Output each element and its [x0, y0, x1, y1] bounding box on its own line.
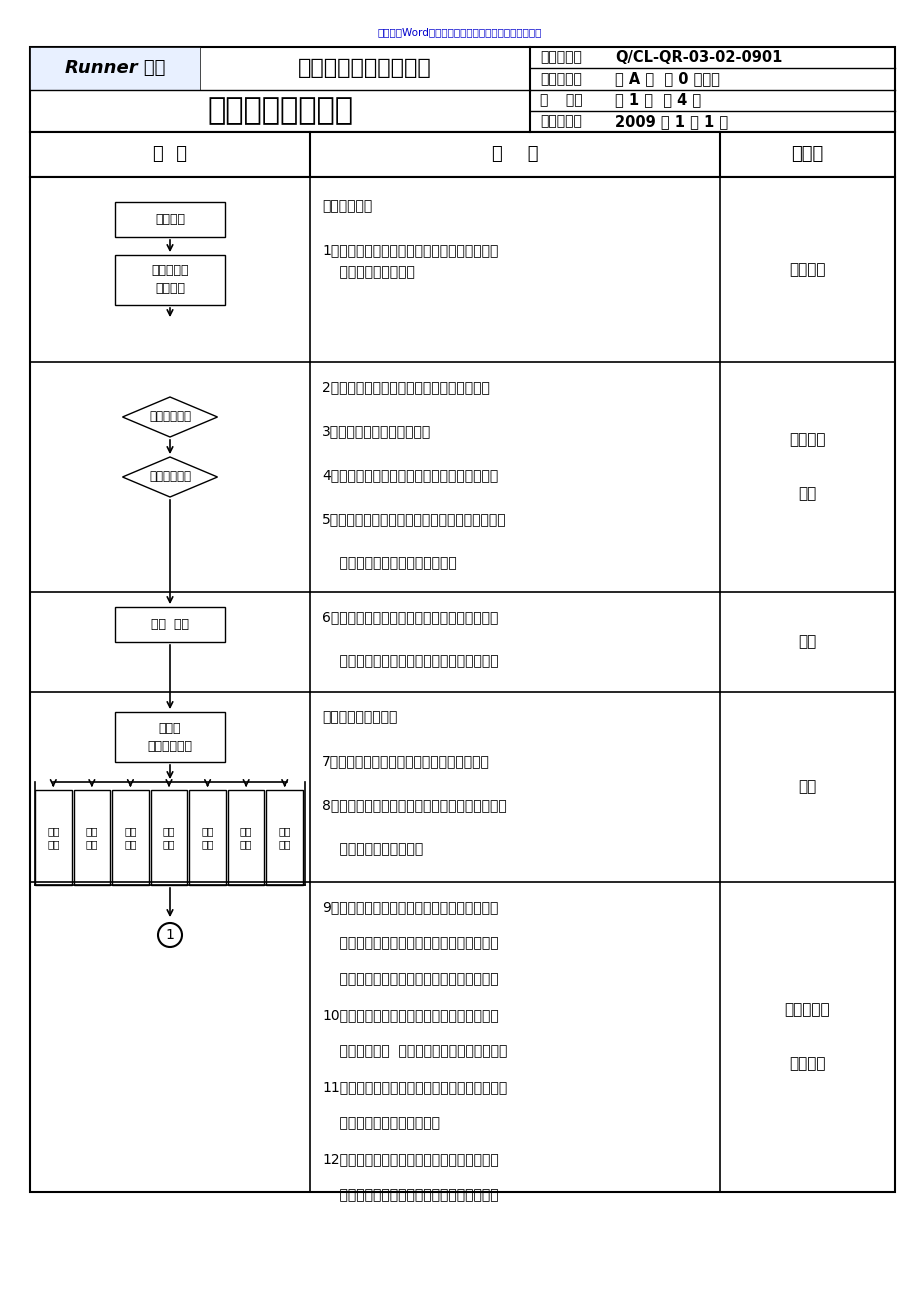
Text: 和解决生产中出现的问题，直至项目完成；: 和解决生产中出现的问题，直至项目完成；: [322, 654, 498, 668]
Bar: [267, 790, 302, 885]
Text: 12、小组组长应将《新产品开发进度表》提供: 12、小组组长应将《新产品开发进度表》提供: [322, 1152, 498, 1167]
Text: 确定客户要求: 确定客户要求: [149, 410, 191, 423]
Polygon shape: [122, 457, 217, 497]
Bar: [35, 790, 72, 885]
Text: 成员对客户要求，产品品质标准，所使用的: 成员对客户要求，产品品质标准，所使用的: [322, 936, 498, 950]
Text: 流  程: 流 程: [153, 146, 187, 164]
Text: 第 1 页  共 4 页: 第 1 页 共 4 页: [614, 92, 700, 108]
Text: Q/CL-QR-03-02-0901: Q/CL-QR-03-02-0901: [614, 49, 781, 65]
Text: 11、对小组成员要负责的项目进行分工和要求，: 11、对小组成员要负责的项目进行分工和要求，: [322, 1079, 506, 1094]
Text: 责任人: 责任人: [790, 146, 823, 164]
Text: 材料
确定: 材料 确定: [163, 825, 175, 849]
Text: 文件版本：: 文件版本：: [539, 72, 581, 86]
Text: 新产品开发
验证小组: 新产品开发 验证小组: [151, 264, 188, 296]
Circle shape: [158, 923, 182, 947]
Text: 明确
职责: 明确 职责: [47, 825, 60, 849]
Text: 批准  项目: 批准 项目: [151, 618, 188, 631]
Bar: [74, 790, 110, 885]
Text: 5、确定本公司的技术水平能达到客户要求的后，: 5、确定本公司的技术水平能达到客户要求的后，: [322, 512, 506, 526]
Bar: [30, 47, 199, 90]
Text: 一、项目批准: 一、项目批准: [322, 199, 372, 214]
Text: 营销部长: 营销部长: [789, 262, 825, 277]
Text: 3、对客户的要求进行确定；: 3、对客户的要求进行确定；: [322, 424, 431, 437]
Bar: [151, 790, 187, 885]
Bar: [115, 712, 225, 762]
Bar: [228, 790, 264, 885]
Text: Runner 润龙: Runner 润龙: [64, 60, 165, 77]
Bar: [112, 790, 149, 885]
Text: 4、综合本公司实际情况对这些要求进行评估；: 4、综合本公司实际情况对这些要求进行评估；: [322, 467, 498, 482]
Text: 文件编号：: 文件编号：: [539, 51, 581, 65]
Bar: [115, 607, 225, 642]
Text: 成立新
产品开发小组: 成立新 产品开发小组: [147, 721, 192, 753]
Text: 评估客户要求: 评估客户要求: [149, 470, 191, 483]
Text: 副总: 副总: [798, 634, 816, 650]
Text: 副总: 副总: [798, 780, 816, 794]
Text: 8、小组成员包括技术（通常是组长）、制造、采: 8、小组成员包括技术（通常是组长）、制造、采: [322, 798, 506, 812]
Text: 传播优秀Word版文档，希望对您有帮助，可双击去除！: 传播优秀Word版文档，希望对您有帮助，可双击去除！: [378, 27, 541, 36]
Bar: [115, 255, 225, 305]
Bar: [30, 177, 894, 1193]
Bar: [30, 132, 894, 177]
Text: 可以批准该项目，并通报副总；: 可以批准该项目，并通报副总；: [322, 556, 456, 570]
Text: 客户要求: 客户要求: [154, 214, 185, 227]
Text: 1、在接到客户要求之后，营销部要组织成立新: 1、在接到客户要求之后，营销部要组织成立新: [322, 243, 498, 256]
Text: 产品开发验证小组，: 产品开发验证小组，: [322, 266, 414, 279]
Text: 6、副总应对该项目进行全程跟踪，并随时协调: 6、副总应对该项目进行全程跟踪，并随时协调: [322, 611, 498, 624]
Polygon shape: [122, 397, 217, 437]
Bar: [30, 47, 894, 132]
Text: 描    述: 描 述: [492, 146, 538, 164]
Text: 客户
帮助: 客户 帮助: [278, 825, 290, 849]
Bar: [115, 202, 225, 237]
Text: 7、成立新产品开发小组，并确定小组组长；: 7、成立新产品开发小组，并确定小组组长；: [322, 754, 489, 768]
Text: 新产品开发流程表: 新产品开发流程表: [207, 96, 353, 125]
Text: 进度
确定: 进度 确定: [201, 825, 213, 849]
Text: 验证小组

组长: 验证小组 组长: [789, 432, 825, 501]
Bar: [189, 790, 225, 885]
Text: 给予哪些帮助  对产品开发的进度进行确定；: 给予哪些帮助 对产品开发的进度进行确定；: [322, 1044, 506, 1059]
Text: 2009 年 1 月 1 日: 2009 年 1 月 1 日: [614, 113, 727, 129]
Text: 2、验证小组对新产品的市场前景进行评估；: 2、验证小组对新产品的市场前景进行评估；: [322, 380, 489, 395]
Text: 购、质量、营销等人员: 购、质量、营销等人员: [322, 842, 423, 855]
Text: 限制
条件: 限制 条件: [240, 825, 252, 849]
Text: 二、产品和过程设计: 二、产品和过程设计: [322, 710, 397, 724]
Text: 江西润龙电器有限公司: 江西润龙电器有限公司: [298, 59, 431, 78]
Text: 材料、制造的过程，成本等进行评估和确定: 材料、制造的过程，成本等进行评估和确定: [322, 973, 498, 986]
Text: 10、并综合考虑受限制的条件，以及需要客户: 10、并综合考虑受限制的条件，以及需要客户: [322, 1008, 498, 1022]
Text: 新产品开发

小组组长: 新产品开发 小组组长: [784, 1003, 830, 1072]
Text: 品质
确定: 品质 确定: [124, 825, 137, 849]
Text: 9、小组组长对各成员的职责进行确定，并组织: 9、小组组长对各成员的职责进行确定，并组织: [322, 900, 498, 914]
Text: 生效日期：: 生效日期：: [539, 115, 581, 129]
Text: 页    码：: 页 码：: [539, 94, 582, 107]
Text: 给副总，并及时将项目的进展向副总报告；: 给副总，并及时将项目的进展向副总报告；: [322, 1187, 498, 1202]
Text: 做到各司其职、紧张有序；: 做到各司其职、紧张有序；: [322, 1116, 439, 1130]
Text: 第 A 版  第 0 次修改: 第 A 版 第 0 次修改: [614, 72, 719, 86]
Text: 项目
分工: 项目 分工: [85, 825, 98, 849]
Text: 1: 1: [165, 928, 175, 943]
